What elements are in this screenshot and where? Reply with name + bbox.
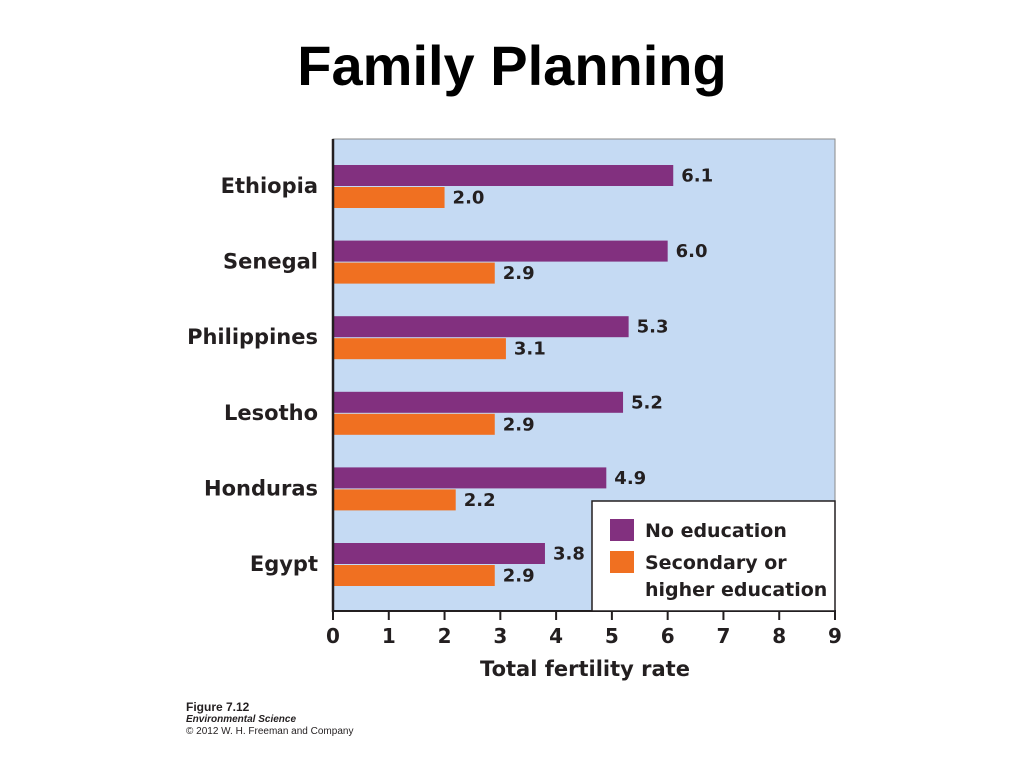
bar-egypt-secondary-education [333,565,495,586]
bar-senegal-secondary-education [333,262,495,284]
copyright-line: © 2012 W. H. Freeman and Company [186,726,354,738]
legend-swatch-no-education [610,519,634,541]
bar-lesotho-secondary-education [333,413,495,435]
x-tick-label-1: 1 [382,624,396,648]
x-tick-label-6: 6 [661,624,675,648]
legend-swatch-secondary-education [610,551,634,573]
x-tick-label-3: 3 [493,624,507,648]
figure-credit: Figure 7.12 Environmental Science © 2012… [186,700,353,738]
bar-philippines-no-education [333,316,629,338]
category-labels: Ethiopia Senegal Philippines Lesotho Hondura… [187,174,318,576]
book-title: Environmental Science [186,714,297,726]
figure-number: Figure 7.12 [186,700,250,714]
category-label-lesotho: Lesotho [224,401,318,425]
x-tick-label-0: 0 [326,624,340,648]
bar-senegal-no-education [333,240,668,262]
x-tick-label-2: 2 [438,624,452,648]
value-label-lesotho-no-education: 5.2 [631,392,663,413]
value-label-lesotho-secondary-education: 2.9 [503,414,535,435]
category-label-honduras: Honduras [204,476,318,500]
value-label-egypt-secondary-education: 2.9 [503,566,535,587]
legend: No education Secondary or higher education [591,500,836,612]
value-label-senegal-secondary-education: 2.9 [503,263,535,284]
x-axis-title: Total fertility rate [480,657,690,681]
category-label-ethiopia: Ethiopia [221,174,318,198]
x-axis-ticks: 0 1 2 3 4 5 6 7 8 9 [326,611,842,648]
value-label-ethiopia-secondary-education: 2.0 [453,188,485,209]
value-label-philippines-no-education: 5.3 [637,317,669,338]
legend-label-secondary-education-line-1: higher education [645,579,827,601]
bar-philippines-secondary-education [333,338,506,360]
value-label-honduras-secondary-education: 2.2 [464,490,496,511]
x-tick-label-4: 4 [549,624,563,648]
bar-honduras-no-education [333,467,607,489]
bar-honduras-secondary-education [333,489,456,511]
value-label-egypt-no-education: 3.8 [553,544,585,565]
legend-labels: No education Secondary or higher education [645,520,827,601]
x-tick-label-9: 9 [828,624,842,648]
value-labels: 6.1 2.0 6.0 2.9 5.3 3.1 5.2 2.9 4.9 2.2 3.8 2.9 [453,166,714,587]
x-tick-label-8: 8 [772,624,786,648]
category-label-egypt: Egypt [250,552,318,576]
value-label-honduras-no-education: 4.9 [614,468,646,489]
x-tick-label-7: 7 [716,624,730,648]
category-label-senegal: Senegal [223,250,318,274]
value-label-philippines-secondary-education: 3.1 [514,339,546,360]
category-label-philippines: Philippines [187,325,318,349]
bars-group [333,165,674,586]
page-title: Family Planning [297,34,727,97]
bar-egypt-no-education [333,543,545,564]
bar-ethiopia-secondary-education [333,187,445,208]
value-label-senegal-no-education: 6.0 [676,241,708,262]
x-tick-label-5: 5 [605,624,619,648]
legend-label-secondary-education-line-0: Secondary or [645,552,787,574]
legend-label-no-education-line-0: No education [645,520,787,542]
value-label-ethiopia-no-education: 6.1 [681,166,713,187]
bar-ethiopia-no-education [333,165,674,186]
bar-lesotho-no-education [333,391,624,413]
